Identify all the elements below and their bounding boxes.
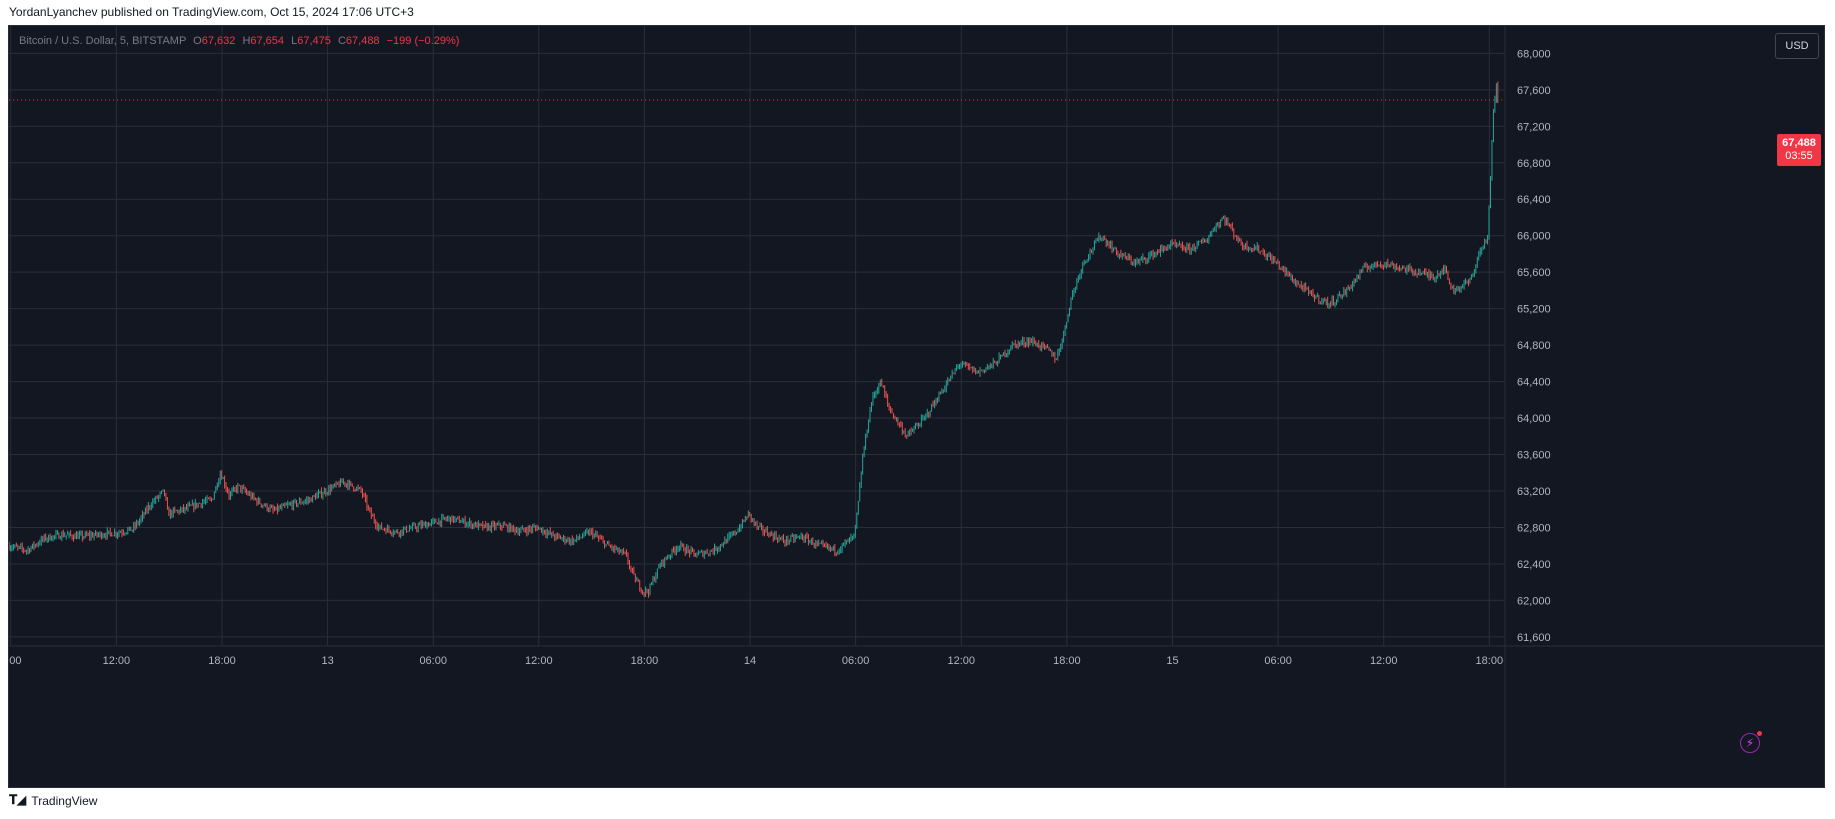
candles bbox=[9, 81, 1499, 598]
y-tick-label: 62,800 bbox=[1517, 522, 1551, 534]
y-tick-label: 67,600 bbox=[1517, 85, 1551, 97]
y-tick-label: 63,600 bbox=[1517, 450, 1551, 462]
y-tick-label: 66,400 bbox=[1517, 194, 1551, 206]
last-price-value: 67,488 bbox=[1782, 137, 1816, 149]
y-tick-label: 64,000 bbox=[1517, 413, 1551, 425]
x-tick-label: 18:00 bbox=[631, 655, 659, 667]
legend-high-value: 67,654 bbox=[250, 35, 285, 47]
brand-name: TradingView bbox=[31, 793, 98, 808]
x-tick-label: 12:00 bbox=[947, 655, 975, 667]
y-tick-label: 65,600 bbox=[1517, 267, 1551, 279]
y-tick-label: 65,200 bbox=[1517, 304, 1551, 316]
x-tick-label: 12:00 bbox=[525, 655, 553, 667]
x-axis-labels: 6:00 12:00 18:00 13 06:00 12:00 18:00 14 06:00 12… bbox=[9, 655, 1503, 667]
x-tick-label: 15 bbox=[1166, 655, 1178, 667]
x-tick-label: 14 bbox=[744, 655, 756, 667]
y-axis-labels: 61,600 62,000 62,400 62,800 63,200 63,600 64,0… bbox=[1517, 48, 1551, 644]
x-tick-label: 06:00 bbox=[1264, 655, 1292, 667]
chart-legend: Bitcoin / U.S. Dollar, 5, BITSTAMP O67,6… bbox=[19, 35, 459, 47]
y-tick-label: 62,000 bbox=[1517, 595, 1551, 607]
y-tick-label: 66,000 bbox=[1517, 231, 1551, 243]
legend-close-label: C bbox=[337, 35, 346, 47]
y-tick-label: 68,000 bbox=[1517, 48, 1551, 60]
notification-dot bbox=[1757, 731, 1762, 736]
grid-lines bbox=[9, 26, 1824, 787]
x-tick-label: 06:00 bbox=[419, 655, 447, 667]
y-tick-label: 62,400 bbox=[1517, 559, 1551, 571]
tradingview-logo-icon: 𝐓◢ bbox=[9, 793, 26, 808]
y-tick-label: 64,800 bbox=[1517, 340, 1551, 352]
x-tick-label: 18:00 bbox=[208, 655, 236, 667]
y-tick-label: 63,200 bbox=[1517, 486, 1551, 498]
last-price-badge: 67,488 03:55 bbox=[1777, 134, 1821, 166]
legend-close-value: 67,488 bbox=[345, 35, 380, 47]
lightning-icon[interactable]: ⚡ bbox=[1740, 731, 1762, 753]
x-tick-label: 06:00 bbox=[842, 655, 870, 667]
x-tick-label: 12:00 bbox=[103, 655, 131, 667]
legend-low-value: 67,475 bbox=[297, 35, 331, 47]
tradingview-brand[interactable]: 𝐓◢ TradingView bbox=[9, 793, 97, 808]
legend-open-label: O bbox=[193, 35, 202, 47]
legend-symbol: Bitcoin / U.S. Dollar, 5, BITSTAMP bbox=[19, 35, 187, 47]
x-tick-label: 18:00 bbox=[1053, 655, 1081, 667]
publisher-line: YordanLyanchev published on TradingView.… bbox=[9, 5, 414, 19]
y-tick-label: 64,400 bbox=[1517, 377, 1551, 389]
chart-panel[interactable]: 61,600 62,000 62,400 62,800 63,200 63,600 64,0… bbox=[8, 25, 1825, 788]
x-tick-label: 13 bbox=[321, 655, 333, 667]
currency-button[interactable]: USD bbox=[1775, 33, 1819, 59]
x-tick-label: 18:00 bbox=[1476, 655, 1504, 667]
y-tick-label: 67,200 bbox=[1517, 121, 1551, 133]
legend-low-label: L bbox=[291, 35, 298, 47]
bar-countdown: 03:55 bbox=[1785, 150, 1813, 162]
y-tick-label: 61,600 bbox=[1517, 632, 1551, 644]
legend-change: −199 (−0.29%) bbox=[386, 35, 460, 47]
candlestick-chart[interactable]: 61,600 62,000 62,400 62,800 63,200 63,600 64,0… bbox=[9, 26, 1825, 788]
legend-high-label: H bbox=[242, 35, 251, 47]
y-tick-label: 66,800 bbox=[1517, 158, 1551, 170]
x-tick-label: 12:00 bbox=[1370, 655, 1398, 667]
x-tick-label: 6:00 bbox=[9, 655, 21, 667]
legend-open-value: 67,632 bbox=[201, 35, 236, 47]
